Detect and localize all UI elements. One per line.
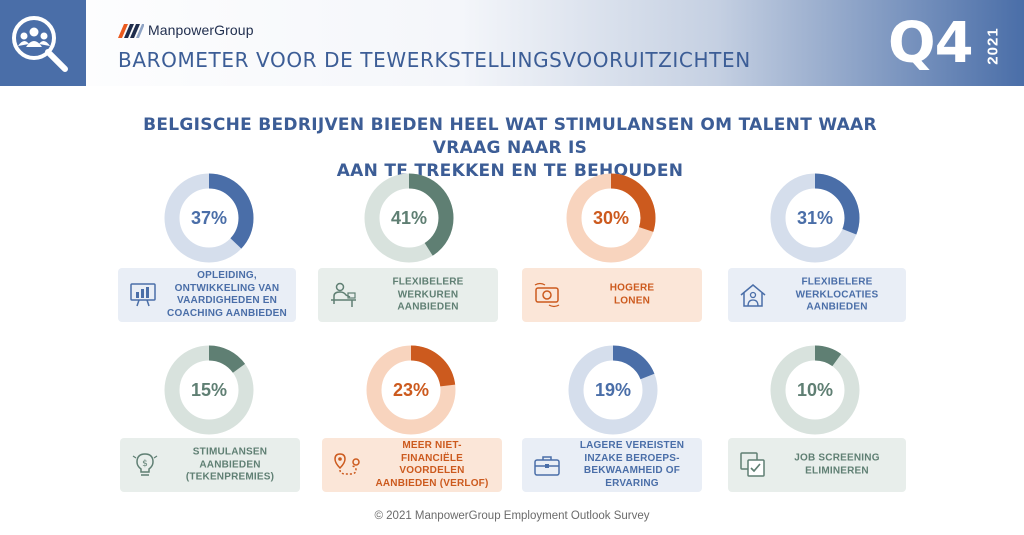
- donut-value-label: 31%: [796, 208, 834, 228]
- category-label-line: AANBIEDEN (VERLOF): [375, 477, 489, 489]
- category-card-lagere-vereisten: LAGERE VEREISTEN INZAKE BEROEPS- BEKWAAMHE…: [522, 438, 702, 492]
- category-label-line: INZAKE BEROEPS-: [584, 452, 680, 464]
- category-label-line: LAGERE VEREISTEN: [579, 440, 685, 451]
- donut-value-label: 30%: [592, 208, 630, 228]
- briefcase-icon: [534, 456, 560, 476]
- category-label-line: FINANCIËLE: [401, 452, 463, 464]
- category-card-opleiding: OPLEIDING, ONTWIKKELING VAN VAARDIGHEDEN E…: [118, 268, 296, 322]
- category-label: MEER NIET- FINANCIËLE VOORDELEN AANBIEDEN (…: [368, 440, 496, 490]
- donut-slice-flexibelere: [770, 173, 860, 263]
- category-label: HOGERE LONEN: [568, 283, 696, 308]
- donut-slice-stimulansen: [164, 345, 254, 435]
- donut-slice-lagere-vereisten: [568, 345, 658, 435]
- category-card-hogere: HOGERE LONEN: [522, 268, 702, 322]
- header-banner: ManpowerGroup BAROMETER VOOR DE TEWERKST…: [0, 0, 1024, 86]
- category-label-line: MEER NIET-: [402, 440, 462, 451]
- donut-slice-flexibelere: [364, 173, 454, 263]
- category-label-line: JOB SCREENING: [794, 452, 880, 464]
- money-bill-icon: [534, 282, 560, 308]
- donut-job-screening: 10%: [770, 345, 860, 435]
- location-route-icon: [334, 453, 360, 475]
- donut-hogere: 30%: [566, 173, 656, 263]
- donut-slice-job-screening: [770, 345, 860, 435]
- category-label-line: VOORDELEN: [399, 465, 465, 476]
- donut-value-label: 41%: [390, 208, 428, 228]
- donut-value-label: 37%: [190, 208, 228, 228]
- category-label-line: COACHING AANBIEDEN: [167, 307, 287, 319]
- donut-flexibelere: 41%: [364, 173, 454, 263]
- category-label-line: FLEXIBELERE: [392, 276, 464, 288]
- donut-stimulansen: 15%: [164, 345, 254, 435]
- category-card-flexibelere: FLEXIBELERE WERKLOCATIES AANBIEDEN: [728, 268, 906, 322]
- category-label-line: ONTWIKKELING VAN: [174, 282, 280, 294]
- category-label-line: ELIMINEREN: [805, 465, 869, 476]
- donut-value-label: 15%: [190, 380, 228, 400]
- category-label: FLEXIBELERE WERKUREN AANBIEDEN: [364, 276, 492, 314]
- category-label: LAGERE VEREISTEN INZAKE BEROEPS- BEKWAAMHE…: [568, 440, 696, 490]
- category-label-line: ERVARING: [605, 477, 659, 489]
- svg-text:$: $: [142, 459, 148, 469]
- donut-slice-hogere: [566, 173, 656, 263]
- category-label-line: AANBIEDEN: [199, 458, 261, 470]
- category-label-line: WERKLOCATIES: [795, 288, 879, 300]
- home-work-icon: [740, 284, 766, 307]
- quarter-label: Q4: [888, 11, 974, 76]
- category-card-flexibelere: FLEXIBELERE WERKUREN AANBIEDEN: [318, 268, 498, 322]
- logo-text: ManpowerGroup: [148, 22, 254, 38]
- donut-slice-meer-niet: [366, 345, 456, 435]
- year-label: 2021: [984, 27, 1002, 65]
- lightbulb-dollar-icon: $: [132, 453, 158, 476]
- manpower-logo-icon: [118, 24, 144, 38]
- donut-slice-opleiding: [164, 173, 254, 263]
- donut-lagere-vereisten: 19%: [568, 345, 658, 435]
- donut-value-label: 19%: [594, 380, 632, 400]
- category-label-line: AANBIEDEN: [397, 301, 459, 313]
- donut-opleiding: 37%: [164, 173, 254, 263]
- manpowergroup-logo: ManpowerGroup: [118, 22, 254, 38]
- category-label: OPLEIDING, ONTWIKKELING VAN VAARDIGHEDEN E…: [164, 270, 290, 320]
- donut-meer-niet: 23%: [366, 345, 456, 435]
- person-at-desk-icon: [331, 282, 356, 307]
- category-label-line: (TEKENPREMIES): [185, 471, 275, 483]
- category-label: FLEXIBELERE WERKLOCATIES AANBIEDEN: [774, 276, 900, 314]
- year-label-wrap: 2021: [983, 22, 1003, 70]
- category-label-line: BEKWAAMHEID OF: [583, 465, 681, 476]
- category-label-line: STIMULANSEN: [192, 446, 268, 458]
- category-card-stimulansen: $ STIMULANSEN AANBIEDEN (TEKENPREMIES): [120, 438, 300, 492]
- search-people-tile: [0, 0, 86, 86]
- training-chart-icon: [130, 283, 156, 307]
- search-people-icon: [12, 16, 68, 72]
- header-title: BAROMETER VOOR DE TEWERKSTELLINGSVOORUIT…: [118, 48, 751, 72]
- footer-copyright: © 2021 ManpowerGroup Employment Outlook …: [374, 510, 650, 522]
- category-label-line: OPLEIDING,: [197, 270, 257, 281]
- donut-value-label: 23%: [392, 380, 430, 400]
- category-label-line: HOGERE: [609, 282, 655, 294]
- category-card-job-screening: JOB SCREENING ELIMINEREN: [728, 438, 906, 492]
- category-label: JOB SCREENING ELIMINEREN: [774, 453, 900, 478]
- donut-value-label: 10%: [796, 380, 834, 400]
- category-card-meer-niet: MEER NIET- FINANCIËLE VOORDELEN AANBIEDEN (…: [322, 438, 502, 492]
- checklist-icon: [740, 452, 765, 477]
- chart-title-line1: BELGISCHE BEDRIJVEN BIEDEN HEEL WAT STIM…: [143, 115, 877, 158]
- category-label-line: WERKUREN: [397, 288, 459, 300]
- category-label-line: VAARDIGHEDEN EN: [176, 295, 278, 306]
- donut-flexibelere: 31%: [770, 173, 860, 263]
- category-label: STIMULANSEN AANBIEDEN (TEKENPREMIES): [166, 446, 294, 484]
- category-label-line: AANBIEDEN: [806, 301, 868, 313]
- category-label-line: FLEXIBELERE: [801, 276, 873, 288]
- category-label-line: LONEN: [614, 295, 650, 306]
